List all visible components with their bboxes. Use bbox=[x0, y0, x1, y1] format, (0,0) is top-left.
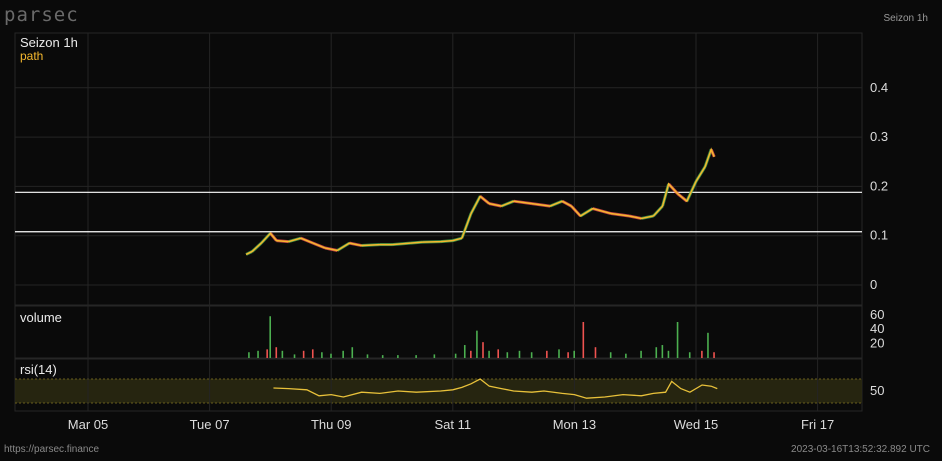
volume-bar bbox=[463, 345, 466, 358]
volume-bar bbox=[433, 354, 436, 358]
volume-bar bbox=[530, 352, 533, 358]
volume-bar bbox=[397, 355, 399, 358]
volume-bar bbox=[582, 322, 585, 358]
volume-bar bbox=[497, 349, 499, 358]
rsi-line bbox=[273, 378, 718, 399]
volume-bar bbox=[676, 322, 679, 358]
volume-tick-label: 20 bbox=[870, 336, 884, 351]
legend-path: path bbox=[20, 49, 43, 63]
y-tick-label: 0.4 bbox=[870, 80, 888, 95]
y-tick-label: 0.2 bbox=[870, 178, 888, 193]
x-tick-label: Fri 17 bbox=[801, 417, 834, 432]
volume-bar bbox=[506, 352, 509, 358]
volume-bar bbox=[667, 350, 670, 358]
y-tick-label: 0.1 bbox=[870, 228, 888, 243]
volume-bar bbox=[713, 352, 715, 358]
footer-timestamp: 2023-03-16T13:52:32.892 UTC bbox=[791, 444, 930, 455]
price-path-line bbox=[245, 147, 715, 256]
volume-bar bbox=[415, 355, 417, 358]
footer-url[interactable]: https://parsec.finance bbox=[4, 444, 100, 455]
x-tick-label: Tue 07 bbox=[190, 417, 230, 432]
volume-bar bbox=[518, 350, 521, 358]
x-tick-label: Thu 09 bbox=[311, 417, 351, 432]
x-tick-label: Sat 11 bbox=[434, 417, 471, 432]
volume-tick-label: 40 bbox=[870, 321, 884, 336]
x-tick-label: Mon 13 bbox=[553, 417, 596, 432]
y-tick-label: 0.3 bbox=[870, 129, 888, 144]
volume-bar bbox=[366, 354, 369, 358]
volume-bar bbox=[655, 347, 658, 358]
volume-bar bbox=[275, 347, 278, 358]
volume-panel bbox=[14, 305, 863, 359]
rsi-panel-title: rsi(14) bbox=[20, 362, 57, 377]
volume-bar bbox=[281, 350, 284, 358]
volume-bar bbox=[257, 350, 259, 358]
volume-bar bbox=[558, 349, 560, 358]
volume-bar bbox=[640, 350, 642, 358]
volume-bar bbox=[266, 349, 268, 358]
volume-bar bbox=[625, 353, 627, 358]
volume-tick-label: 60 bbox=[870, 307, 884, 322]
volume-bar bbox=[661, 345, 664, 358]
rsi-tick-label: 50 bbox=[870, 383, 884, 398]
chart-id-label: Seizon 1h bbox=[883, 13, 928, 24]
volume-bar bbox=[594, 347, 597, 358]
volume-bar bbox=[311, 349, 314, 358]
brand-logo: parsec bbox=[4, 4, 79, 26]
volume-bar bbox=[707, 332, 709, 358]
price-panel-title: Seizon 1h bbox=[20, 35, 78, 50]
volume-panel-title: volume bbox=[20, 310, 62, 325]
volume-bar bbox=[293, 354, 296, 358]
volume-bar bbox=[351, 347, 354, 358]
volume-bar bbox=[330, 353, 332, 358]
volume-bar bbox=[342, 350, 344, 358]
volume-bar bbox=[248, 352, 250, 358]
y-tick-label: 0 bbox=[870, 277, 877, 292]
volume-bar bbox=[573, 350, 575, 358]
volume-bar bbox=[688, 352, 691, 358]
volume-bar bbox=[546, 350, 548, 358]
volume-bar bbox=[302, 350, 305, 358]
price-panel bbox=[14, 32, 863, 306]
volume-bar bbox=[567, 352, 569, 358]
x-tick-label: Mar 05 bbox=[68, 417, 108, 432]
volume-bar bbox=[609, 352, 612, 358]
volume-bar bbox=[488, 350, 490, 358]
volume-bar bbox=[454, 353, 457, 358]
volume-bar bbox=[381, 355, 384, 358]
volume-bar bbox=[470, 350, 472, 358]
volume-bar bbox=[476, 330, 478, 358]
volume-bar bbox=[321, 352, 323, 358]
volume-bar bbox=[482, 342, 484, 358]
volume-bar bbox=[701, 350, 703, 358]
x-tick-label: Wed 15 bbox=[674, 417, 719, 432]
volume-bar bbox=[269, 316, 271, 358]
